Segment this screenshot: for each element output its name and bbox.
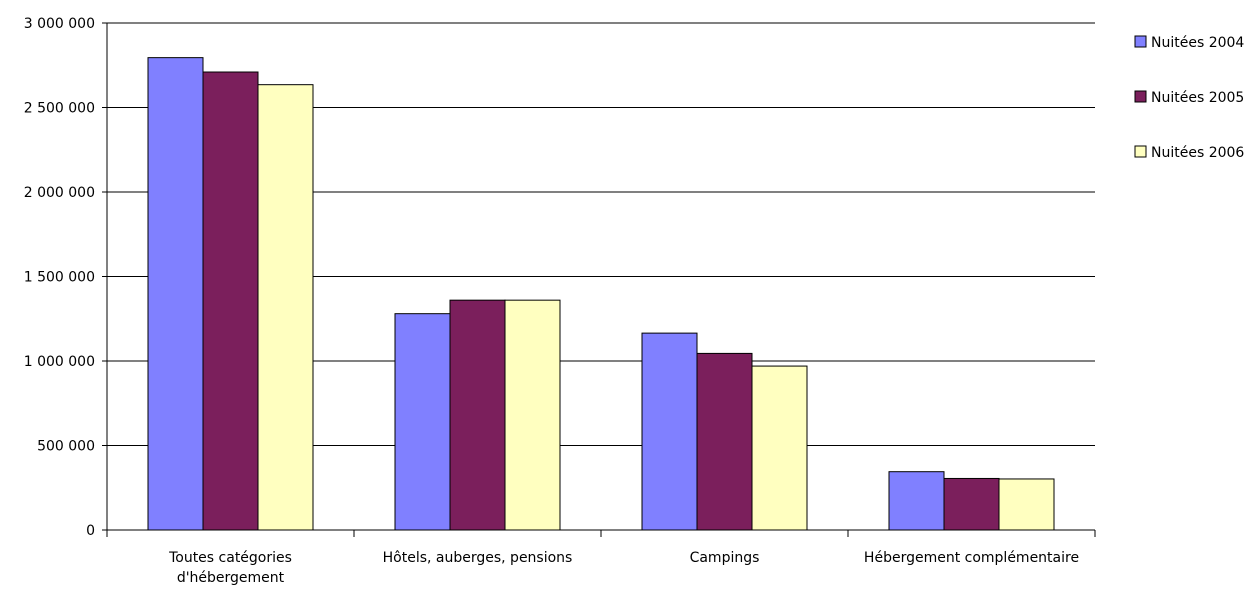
- legend-label: Nuitées 2005: [1151, 90, 1244, 106]
- y-tick-label: 2 000 000: [24, 185, 95, 201]
- bar-nuit-es-2005-1: [449, 299, 506, 531]
- bar-nuit-es-2006-3: [998, 478, 1055, 531]
- legend-label: Nuitées 2006: [1151, 145, 1244, 161]
- legend-label: Nuitées 2004: [1151, 35, 1244, 51]
- y-tick-label: 1 000 000: [24, 354, 95, 370]
- bar-nuit-es-2004-2: [641, 332, 698, 531]
- bar-nuit-es-2005-2: [696, 352, 753, 531]
- axis-labels: 0 500 000 1 000 000 1 500 000 2 000 000 2 500…: [24, 16, 1079, 586]
- legend-swatch: [1134, 145, 1147, 158]
- bar-nuit-es-2005-0: [202, 71, 259, 531]
- y-tick-label: 500 000: [37, 439, 95, 455]
- x-tick-label: Toutes catégories: [168, 550, 292, 566]
- legend-swatch: [1134, 90, 1147, 103]
- legend-swatch: [1134, 35, 1147, 48]
- x-tick-label: Campings: [690, 550, 760, 566]
- x-tick-label: d'hébergement: [177, 570, 285, 586]
- bar-nuit-es-2006-2: [751, 365, 808, 531]
- bar-nuit-es-2004-1: [394, 313, 451, 531]
- bar-nuit-es-2005-3: [943, 477, 1000, 531]
- bars: [147, 57, 1055, 531]
- bar-nuit-es-2006-1: [504, 299, 561, 531]
- y-tick-label: 1 500 000: [24, 270, 95, 286]
- bar-nuit-es-2004-0: [147, 57, 204, 531]
- x-tick-label: Hôtels, auberges, pensions: [383, 550, 573, 566]
- y-tick-label: 2 500 000: [24, 101, 95, 117]
- x-tick-label: Hébergement complémentaire: [864, 550, 1079, 566]
- y-tick-label: 3 000 000: [24, 16, 95, 32]
- bar-nuit-es-2006-0: [257, 84, 314, 531]
- y-tick-label: 0: [86, 523, 95, 539]
- bar-nuit-es-2004-3: [888, 471, 945, 531]
- legend: Nuitées 2004 Nuitées 2005 Nuitées 2006: [1134, 35, 1244, 161]
